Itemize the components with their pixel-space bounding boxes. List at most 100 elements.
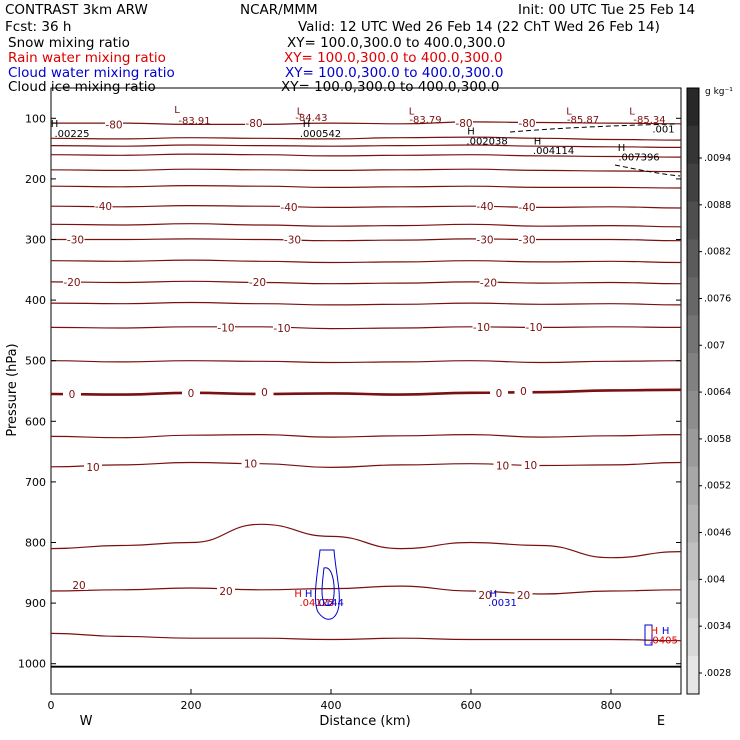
isotherm-label: 10 — [86, 462, 99, 474]
isotherm-label-bg — [70, 578, 88, 590]
y-tick-label: 300 — [25, 234, 46, 247]
isotherm-label-bg — [105, 118, 123, 130]
snow-contour-upper — [509, 123, 676, 133]
extremum-label: -83.79 — [409, 115, 441, 126]
colorbar-bin — [687, 580, 699, 619]
isotherm-line — [50, 326, 682, 330]
colorbar-tick-label: .0088 — [704, 200, 731, 211]
cloud-ice-contour — [614, 164, 681, 177]
colorbar-bin — [687, 277, 699, 316]
isotherm-label: 0 — [520, 386, 527, 398]
isotherm-label: -10 — [473, 322, 490, 334]
isotherm-line — [50, 144, 682, 148]
colorbar-tick-label: .0052 — [704, 481, 731, 492]
isotherm-label-bg — [280, 200, 298, 212]
extremum-label: L — [297, 106, 303, 117]
isotherm-label: -80 — [518, 118, 535, 130]
isotherm-label: -20 — [249, 277, 266, 289]
isotherm-line — [51, 121, 682, 126]
isotherm-label: -30 — [284, 235, 301, 247]
isotherm-line — [50, 301, 682, 306]
isotherm-line — [50, 632, 682, 642]
colorbar-bin — [687, 466, 699, 506]
isotherm-label-bg — [217, 321, 235, 333]
isotherm-label: -30 — [518, 235, 535, 247]
colorbar-units: g kg⁻¹ — [705, 87, 733, 97]
isotherm-label: 20 — [517, 590, 530, 602]
extremum-label: H — [651, 626, 659, 637]
isotherm-label-bg — [255, 386, 274, 398]
colorbar: .0094 .0088 .0082 .0076 .007 .0064 .0058 .0052.… — [686, 87, 731, 695]
colorbar-tick-label: .0064 — [704, 387, 731, 398]
extremum-label: .04125 — [300, 598, 335, 609]
valid-time: Valid: 12 UTC Wed 26 Feb 14 (22 ChT Wed … — [298, 19, 660, 35]
extremum-label: H — [51, 119, 59, 130]
isotherm-label: -40 — [476, 201, 493, 213]
extremum-label: H — [305, 589, 313, 600]
cloud-water-contour-outer — [314, 549, 340, 620]
y-tick-label: 100 — [25, 112, 46, 125]
isotherm-label-bg — [476, 200, 494, 212]
extremum-label: H — [303, 119, 311, 130]
init-time: Init: 00 UTC Tue 25 Feb 14 — [518, 2, 696, 18]
isotherm-label: -30 — [476, 235, 493, 247]
isotherm-label: -80 — [105, 119, 122, 131]
field-cloudwater-name: Cloud water mixing ratio — [8, 65, 175, 81]
extremum-label: L — [409, 106, 415, 117]
y-tick-label: 700 — [25, 476, 46, 489]
isotherm-label: 0 — [188, 388, 195, 400]
extremum-label: .007396 — [618, 152, 659, 163]
colorbar-bin — [687, 391, 699, 430]
field-rain-xy: XY= 100.0,300.0 to 400.0,300.0 — [284, 50, 503, 66]
isotherm-line — [50, 223, 682, 228]
colorbar-bin — [687, 315, 699, 354]
isotherm-label: 20 — [478, 590, 491, 602]
isotherm-label: 10 — [496, 461, 509, 473]
isotherm-label-bg — [518, 200, 536, 212]
isotherm-label: 10 — [244, 459, 257, 471]
colorbar-bin — [687, 504, 699, 543]
isotherm-label: -10 — [525, 322, 542, 334]
forecast-hour: Fcst: 36 h — [5, 19, 72, 35]
isotherm-line — [50, 523, 682, 559]
colorbar-bin — [687, 428, 699, 468]
isotherm-label: -30 — [67, 235, 84, 247]
isotherm-label-bg — [182, 386, 200, 398]
extremum-label: H — [534, 137, 542, 148]
isotherm-label-bg — [490, 386, 508, 398]
isotherm-line — [50, 136, 682, 141]
isotherm-label: -40 — [280, 202, 297, 214]
colorbar-tick-label: .0046 — [704, 528, 731, 539]
isotherm-label-bg — [63, 275, 81, 287]
isotherm-label-bg — [245, 117, 263, 129]
isotherm-line — [50, 585, 682, 595]
colorbar-tick-label: .0058 — [704, 434, 731, 445]
isotherm-label-bg — [94, 200, 113, 212]
colorbar-bin — [687, 618, 699, 657]
x-tick-label: 800 — [601, 699, 622, 712]
extremum-label: .002038 — [466, 137, 507, 148]
isotherm-label-bg — [479, 276, 498, 288]
isotherm-line — [50, 388, 682, 396]
isotherm-label-bg — [476, 589, 494, 601]
isotherm-label: -80 — [245, 118, 262, 130]
isotherm-label: 20 — [72, 580, 85, 592]
institution-label: NCAR/MMM — [240, 2, 318, 18]
colorbar-bin — [687, 163, 699, 203]
isotherm-label: -10 — [273, 323, 290, 335]
x-tick-label: 400 — [321, 699, 342, 712]
colorbar-tick-label: .0082 — [704, 247, 731, 258]
isotherm-layer — [50, 121, 682, 668]
isotherm-label-bg — [273, 321, 291, 333]
isotherm-line — [50, 360, 682, 364]
isotherm-label-bg — [493, 459, 512, 471]
colorbar-tick-label: .004 — [704, 574, 725, 585]
isotherm-line — [50, 280, 682, 285]
extremum-label: -83.91 — [178, 116, 210, 127]
isotherm-line — [50, 238, 682, 242]
isotherm-label: 0 — [496, 388, 503, 400]
colorbar-bin — [687, 542, 699, 581]
extremum-label: .0144 — [315, 598, 344, 609]
west-label: W — [80, 714, 93, 729]
